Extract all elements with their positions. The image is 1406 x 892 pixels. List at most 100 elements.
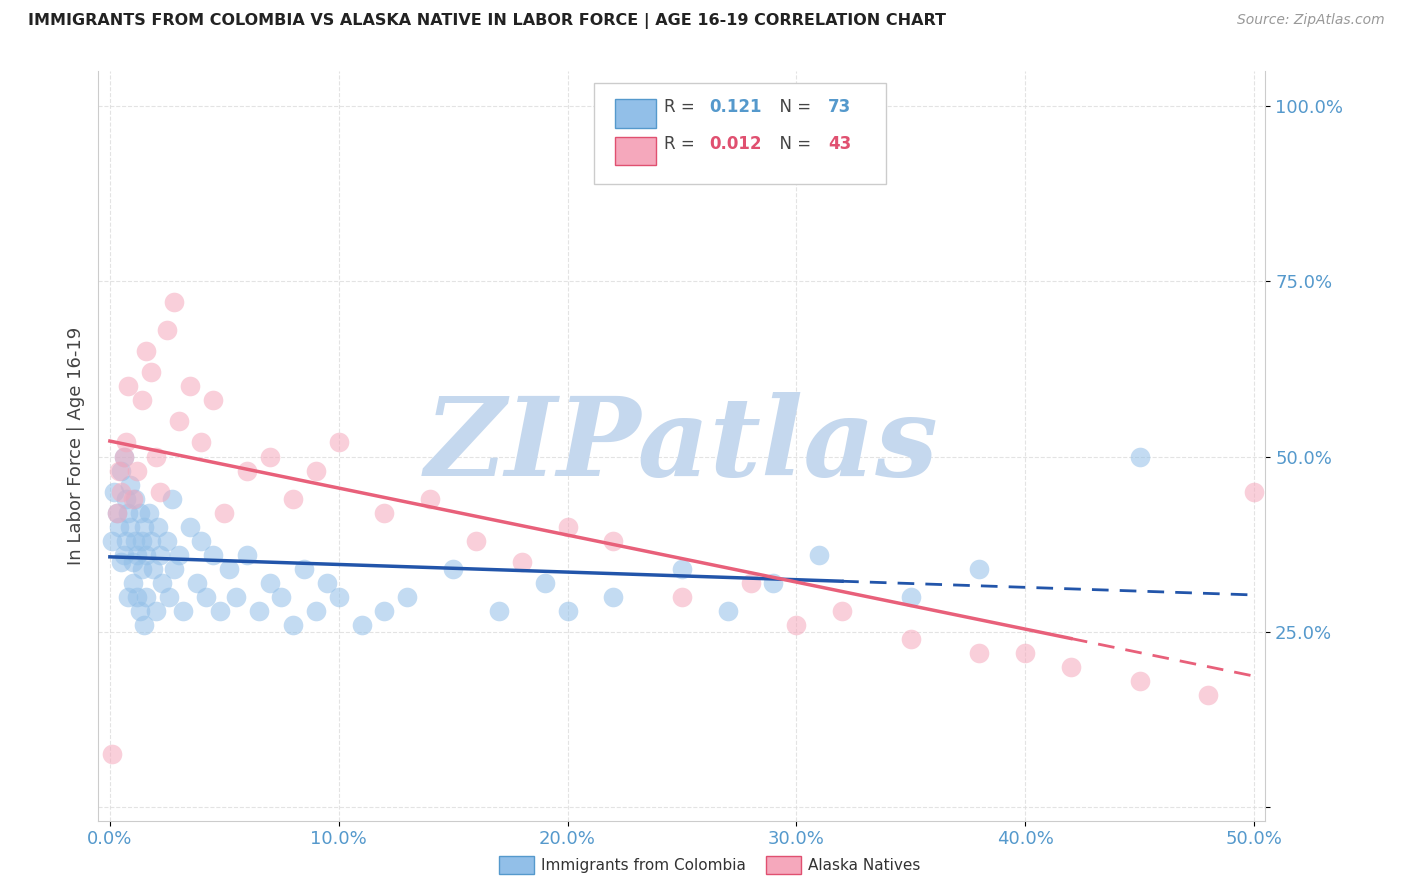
Point [121,491,143,506]
Point [602,533,624,548]
Point [127,548,149,562]
Point [115,533,138,548]
Point [157,590,180,604]
Point [131,533,153,548]
Point [110,463,132,477]
Point [328,435,350,450]
Point [127,463,149,477]
Point [1014,646,1036,660]
Point [557,519,579,533]
Point [149,548,172,562]
Point [179,519,201,533]
Point [671,590,693,604]
Text: R =: R = [665,97,700,116]
Point [510,555,533,569]
Point [186,575,208,590]
Point [117,590,139,604]
Point [139,533,162,548]
Point [225,590,247,604]
Point [1128,673,1150,688]
Point [488,603,510,617]
Text: 0.012: 0.012 [709,135,761,153]
Point [135,344,157,359]
Point [135,548,157,562]
Point [1197,688,1219,702]
Point [808,548,831,562]
Point [236,463,259,477]
Point [281,617,304,632]
Point [350,617,373,632]
Point [152,575,174,590]
Point [124,491,146,506]
Point [1060,659,1083,673]
Point [172,603,194,617]
Text: R =: R = [665,135,700,153]
Text: 0.121: 0.121 [709,97,761,116]
Point [139,366,162,380]
Point [762,575,785,590]
Text: Immigrants from Colombia: Immigrants from Colombia [541,858,747,872]
FancyBboxPatch shape [616,136,657,165]
Point [247,603,270,617]
Text: N =: N = [769,135,817,153]
Point [101,533,124,548]
Text: 73: 73 [828,97,851,116]
Point [533,575,555,590]
Point [149,484,172,499]
Point [179,379,201,393]
Point [117,506,139,520]
Point [969,646,991,660]
Point [1128,450,1150,464]
Point [602,590,624,604]
Point [112,548,135,562]
Point [146,519,169,533]
Text: ZIPatlas: ZIPatlas [425,392,939,500]
Point [740,575,762,590]
Point [142,561,165,575]
Text: IMMIGRANTS FROM COLOMBIA VS ALASKA NATIVE IN LABOR FORCE | AGE 16-19 CORRELATION: IMMIGRANTS FROM COLOMBIA VS ALASKA NATIV… [28,13,946,29]
Text: Source: ZipAtlas.com: Source: ZipAtlas.com [1237,13,1385,28]
FancyBboxPatch shape [595,83,886,184]
Point [373,603,395,617]
Point [163,561,186,575]
Point [305,603,328,617]
Point [163,295,186,310]
Point [831,603,853,617]
Point [441,561,464,575]
Point [259,575,281,590]
Point [717,603,740,617]
Text: N =: N = [769,97,817,116]
Point [134,519,156,533]
Point [373,506,395,520]
Point [115,491,138,506]
Point [236,548,259,562]
Point [131,561,153,575]
Point [108,519,131,533]
Point [105,506,128,520]
Y-axis label: In Labor Force | Age 16-19: In Labor Force | Age 16-19 [66,326,84,566]
Point [115,435,138,450]
Point [156,533,179,548]
Point [145,603,167,617]
Point [110,555,132,569]
Point [270,590,292,604]
Point [281,491,304,506]
Point [124,533,146,548]
Point [900,590,922,604]
Text: 43: 43 [828,135,851,153]
Point [167,415,190,429]
Point [218,561,240,575]
Point [316,575,339,590]
Point [201,393,224,408]
Point [969,561,991,575]
Point [900,632,922,646]
Point [208,603,231,617]
Point [190,533,212,548]
Point [138,506,160,520]
Point [396,590,419,604]
Point [160,491,183,506]
Point [135,590,157,604]
Point [145,450,167,464]
Point [128,506,150,520]
Point [120,519,142,533]
